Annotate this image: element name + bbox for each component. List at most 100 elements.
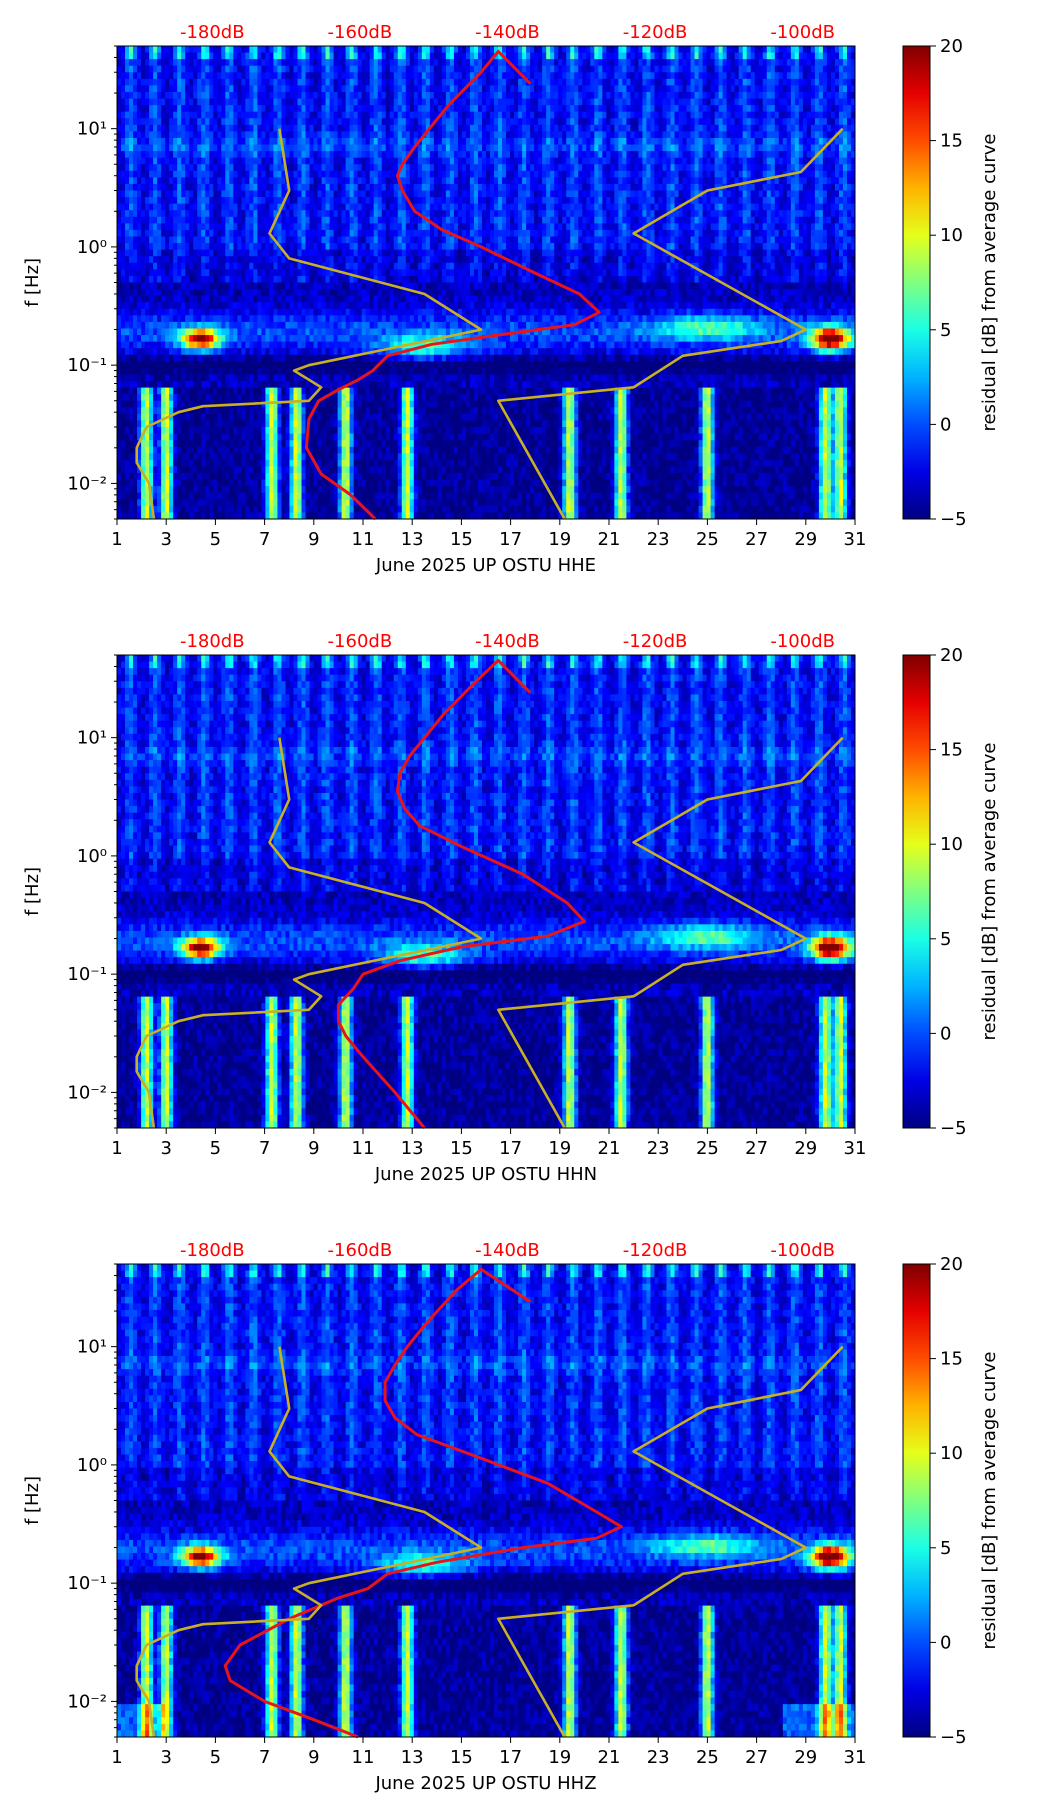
db-scale-label: -100dB (770, 1240, 835, 1261)
y-tick-label: 10⁻² (67, 473, 107, 494)
colorbar-tick-label: 15 (940, 740, 963, 761)
y-tick-label: 10⁰ (77, 846, 107, 867)
db-scale-label: -180dB (180, 631, 245, 652)
colorbar-tick-label: 20 (940, 645, 963, 666)
x-tick-label: 27 (745, 1138, 768, 1159)
x-tick-label: 19 (548, 529, 571, 550)
colorbar-tick-label: 0 (940, 1632, 951, 1653)
x-tick-label: 23 (647, 1138, 670, 1159)
y-tick-label: 10⁻¹ (67, 355, 107, 376)
curve-high-noise-model (496, 736, 844, 1129)
colorbar-tick-label: −5 (940, 509, 967, 530)
x-tick-label: 23 (647, 1747, 670, 1768)
y-tick-label: 10⁻² (67, 1691, 107, 1712)
x-tick-label: 31 (844, 529, 867, 550)
colorbar (902, 1263, 931, 1738)
colorbar-tick-label: 10 (940, 1443, 963, 1464)
x-tick-label: 17 (499, 1138, 522, 1159)
x-tick-label: 15 (450, 1138, 473, 1159)
x-tick-label: 23 (647, 529, 670, 550)
db-scale-label: -100dB (770, 22, 835, 43)
db-scale-label: -160dB (328, 631, 393, 652)
y-tick-label: 10⁻² (67, 1082, 107, 1103)
x-tick-label: 11 (352, 529, 375, 550)
x-tick-label: 3 (160, 1138, 171, 1159)
curve-high-noise-model (496, 1345, 844, 1738)
x-tick-label: 1 (111, 1747, 122, 1768)
colorbar-tick-label: 5 (940, 1538, 951, 1559)
x-tick-label: 9 (308, 1138, 319, 1159)
heatmap-image (117, 1264, 855, 1737)
x-tick-label: 1 (111, 529, 122, 550)
x-tick-label: 5 (210, 1138, 221, 1159)
heatmap-image (117, 46, 855, 519)
curve-median-noise-level (223, 1267, 623, 1739)
colorbar-tick-label: 10 (940, 225, 963, 246)
x-axis-title: June 2025 UP OSTU HHE (375, 555, 596, 576)
db-scale-label: -120dB (623, 22, 688, 43)
y-axis-title: f [Hz] (22, 867, 43, 916)
x-tick-label: 21 (598, 529, 621, 550)
x-tick-label: 17 (499, 529, 522, 550)
colorbar-tick-label: 10 (940, 834, 963, 855)
x-tick-label: 7 (259, 1138, 270, 1159)
y-tick-label: 10¹ (77, 119, 107, 140)
db-scale-label: -160dB (328, 1240, 393, 1261)
x-tick-label: 27 (745, 529, 768, 550)
x-tick-label: 31 (844, 1138, 867, 1159)
x-tick-label: 5 (210, 1747, 221, 1768)
x-tick-label: 11 (352, 1747, 375, 1768)
x-tick-label: 21 (598, 1747, 621, 1768)
x-tick-label: 19 (548, 1747, 571, 1768)
x-tick-label: 9 (308, 529, 319, 550)
db-scale-label: -100dB (770, 631, 835, 652)
x-tick-label: 3 (160, 1747, 171, 1768)
x-tick-label: 17 (499, 1747, 522, 1768)
curve-low-noise-model (135, 737, 483, 1129)
curve-high-noise-model (496, 127, 844, 520)
x-tick-label: 25 (696, 529, 719, 550)
x-tick-label: 29 (794, 1138, 817, 1159)
chart-panel-hhz: 1 3 5 7 9 11 13 15 17 19 21 23 25 27 29 3110⁻²10⁻¹10⁰10… (22, 1240, 1000, 1794)
x-tick-label: 29 (794, 1747, 817, 1768)
x-axis-title: June 2025 UP OSTU HHZ (374, 1773, 596, 1794)
x-tick-label: 5 (210, 529, 221, 550)
x-tick-label: 13 (401, 1138, 424, 1159)
x-tick-label: 31 (844, 1747, 867, 1768)
x-tick-label: 11 (352, 1138, 375, 1159)
x-tick-label: 7 (259, 1747, 270, 1768)
x-axis-title: June 2025 UP OSTU HHN (374, 1164, 597, 1185)
db-scale-label: -120dB (623, 631, 688, 652)
colorbar-tick-label: −5 (940, 1727, 967, 1748)
y-tick-label: 10⁰ (77, 237, 107, 258)
colorbar-tick-label: 0 (940, 414, 951, 435)
y-tick-label: 10¹ (77, 728, 107, 749)
y-tick-label: 10⁰ (77, 1455, 107, 1476)
colorbar-tick-label: 0 (940, 1023, 951, 1044)
colorbar-title: residual [dB] from average curve (979, 133, 1000, 431)
curve-median-noise-level (304, 49, 601, 521)
curve-median-noise-level (336, 658, 586, 1129)
colorbar-tick-label: 20 (940, 1254, 963, 1275)
x-tick-label: 27 (745, 1747, 768, 1768)
colorbar-tick-label: 5 (940, 929, 951, 950)
x-tick-label: 13 (401, 1747, 424, 1768)
colorbar-tick-label: −5 (940, 1118, 967, 1139)
colorbar-title: residual [dB] from average curve (979, 742, 1000, 1040)
curve-low-noise-model (135, 128, 483, 520)
x-tick-label: 9 (308, 1747, 319, 1768)
x-tick-label: 25 (696, 1138, 719, 1159)
y-tick-label: 10⁻¹ (67, 1573, 107, 1594)
curve-low-noise-model (135, 1346, 483, 1738)
heatmap-image (117, 655, 855, 1128)
colorbar-tick-label: 15 (940, 131, 963, 152)
x-tick-label: 7 (259, 529, 270, 550)
x-tick-label: 1 (111, 1138, 122, 1159)
x-tick-label: 29 (794, 529, 817, 550)
db-scale-label: -140dB (475, 22, 540, 43)
y-tick-label: 10⁻¹ (67, 964, 107, 985)
x-tick-label: 3 (160, 529, 171, 550)
x-tick-label: 19 (548, 1138, 571, 1159)
db-scale-label: -160dB (328, 22, 393, 43)
